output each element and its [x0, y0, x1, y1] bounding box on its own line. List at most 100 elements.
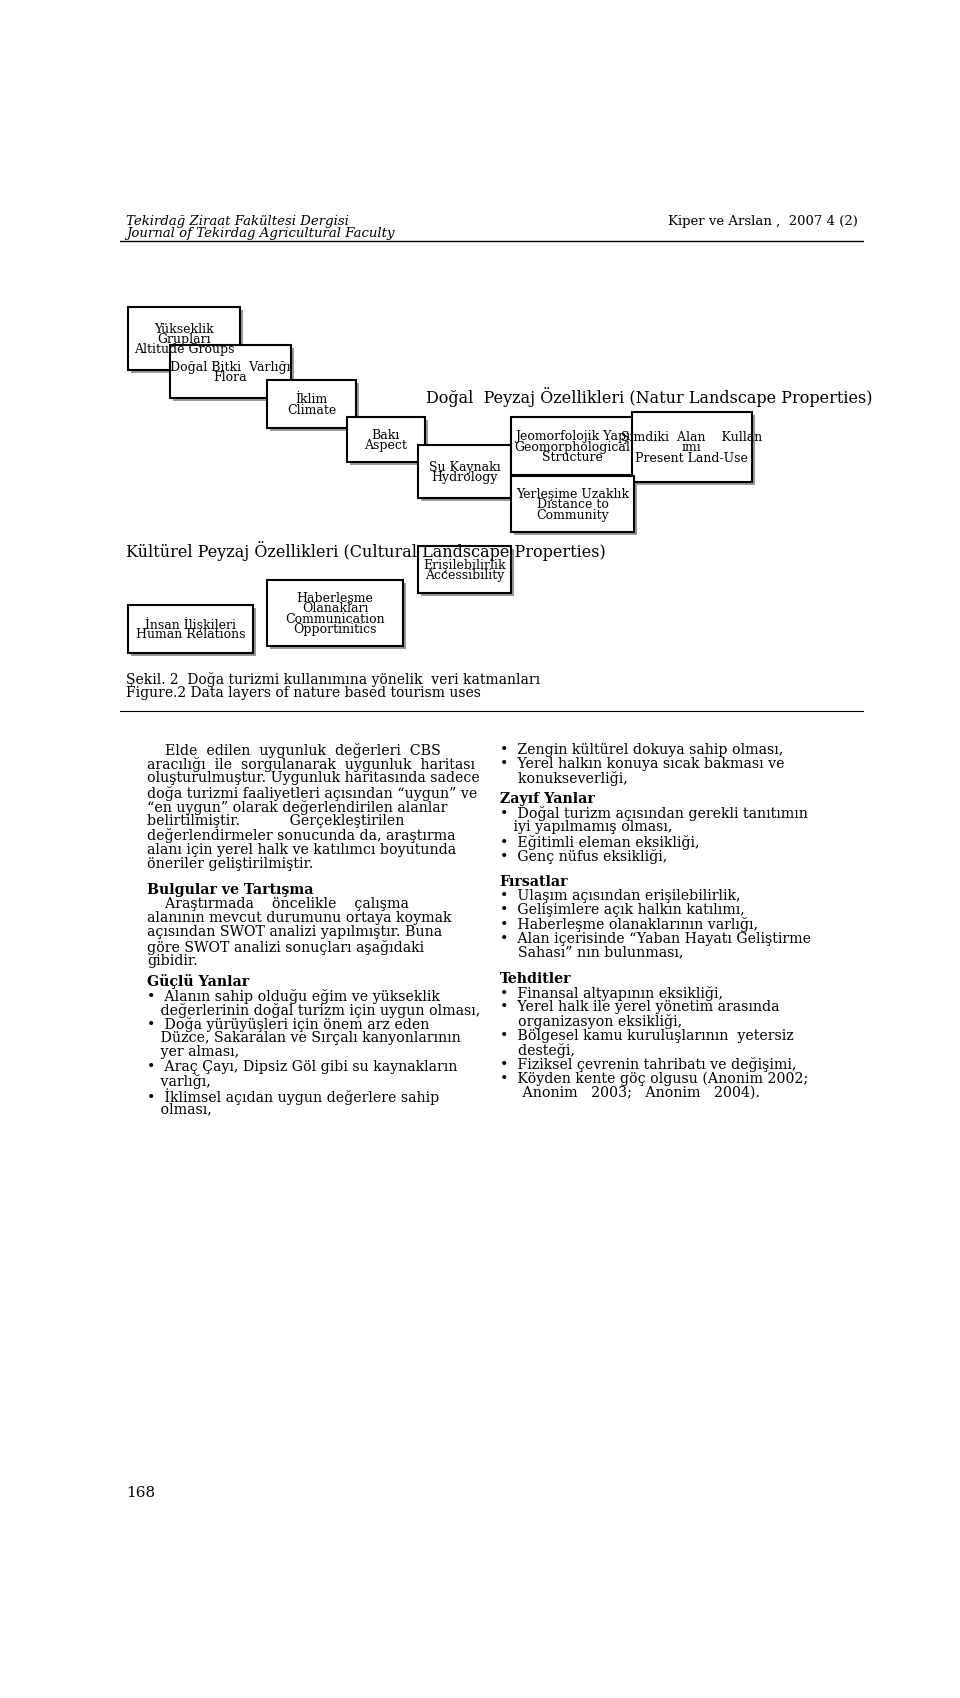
FancyBboxPatch shape [421, 548, 515, 598]
Text: alanının mevcut durumunu ortaya koymak: alanının mevcut durumunu ortaya koymak [147, 910, 451, 925]
Text: Haberleşme: Haberleşme [297, 591, 373, 604]
Text: 168: 168 [126, 1486, 156, 1499]
Text: Yükseklik: Yükseklik [154, 323, 214, 335]
Text: Opportinitics: Opportinitics [294, 623, 377, 635]
Text: Accessibility: Accessibility [425, 569, 505, 582]
Text: Fırsatlar: Fırsatlar [500, 874, 568, 888]
Text: aracılığı  ile  sorgulanarak  uygunluk  haritası: aracılığı ile sorgulanarak uygunluk hari… [147, 757, 475, 771]
Text: •  Fiziksel çevrenin tahribatı ve değişimi,: • Fiziksel çevrenin tahribatı ve değişim… [500, 1056, 796, 1071]
Text: Jeomorfolojik Yapı: Jeomorfolojik Yapı [515, 430, 630, 443]
Text: •  Genç nüfus eksikliği,: • Genç nüfus eksikliği, [500, 849, 667, 863]
Text: •  Alan içerisinde “Yaban Hayatı Geliştirme: • Alan içerisinde “Yaban Hayatı Geliştir… [500, 931, 811, 946]
Text: öneriler geliştirilmiştir.: öneriler geliştirilmiştir. [147, 856, 314, 871]
FancyBboxPatch shape [635, 416, 755, 486]
Text: •  Eğitimli eleman eksikliği,: • Eğitimli eleman eksikliği, [500, 834, 699, 849]
FancyBboxPatch shape [515, 481, 636, 535]
Text: alanı için yerel halk ve katılımcı boyutunda: alanı için yerel halk ve katılımcı boyut… [147, 842, 456, 856]
FancyBboxPatch shape [267, 380, 356, 428]
Text: Düzce, Sakaralan ve Sırçalı kanyonlarının: Düzce, Sakaralan ve Sırçalı kanyonlarını… [147, 1031, 461, 1044]
Text: yer alması,: yer alması, [147, 1044, 239, 1060]
Text: göre SWOT analizi sonuçları aşağıdaki: göre SWOT analizi sonuçları aşağıdaki [147, 939, 424, 954]
Text: Tekirdağ Ziraat Fakültesi Dergisi: Tekirdağ Ziraat Fakültesi Dergisi [126, 214, 349, 228]
Text: Grupları: Grupları [157, 333, 211, 346]
Text: İklim: İklim [296, 392, 328, 406]
Text: “en uygun” olarak değerlendirilen alanlar: “en uygun” olarak değerlendirilen alanla… [147, 800, 447, 815]
Text: Journal of Tekirdag Agricultural Faculty: Journal of Tekirdag Agricultural Faculty [126, 228, 395, 239]
Text: •  Bölgesel kamu kuruluşlarının  yetersiz: • Bölgesel kamu kuruluşlarının yetersiz [500, 1027, 794, 1043]
Text: Doğal  Peyzaj Özellikleri (Natur Landscape Properties): Doğal Peyzaj Özellikleri (Natur Landscap… [426, 387, 873, 408]
FancyBboxPatch shape [421, 450, 515, 501]
Text: •  Finansal altyapının eksikliği,: • Finansal altyapının eksikliği, [500, 985, 723, 1000]
FancyBboxPatch shape [348, 418, 424, 462]
Text: Güçlü Yanlar: Güçlü Yanlar [147, 973, 250, 988]
Text: •  Ulaşım açısından erişilebilirlik,: • Ulaşım açısından erişilebilirlik, [500, 888, 740, 902]
Text: doğa turizmi faaliyetleri açısından “uygun” ve: doğa turizmi faaliyetleri açısından “uyg… [147, 784, 477, 800]
Text: •  Yerel halk ile yerel yönetim arasında: • Yerel halk ile yerel yönetim arasında [500, 1000, 780, 1014]
Text: •  Doğal turizm açısından gerekli tanıtımın: • Doğal turizm açısından gerekli tanıtım… [500, 805, 807, 820]
Text: Bakı: Bakı [372, 428, 400, 441]
FancyBboxPatch shape [419, 547, 512, 594]
Text: Tehditler: Tehditler [500, 971, 571, 985]
Text: organizasyon eksikliği,: organizasyon eksikliği, [500, 1014, 682, 1029]
Text: ımı: ımı [682, 441, 702, 453]
Text: Altitude Groups: Altitude Groups [133, 343, 234, 357]
Text: değerlerinin doğal turizm için uygun olması,: değerlerinin doğal turizm için uygun olm… [147, 1002, 480, 1017]
Text: iyi yapılmamış olması,: iyi yapılmamış olması, [500, 820, 672, 834]
FancyBboxPatch shape [170, 346, 291, 399]
FancyBboxPatch shape [271, 384, 359, 431]
Text: oluşturulmuştur. Uygunluk haritasında sadece: oluşturulmuştur. Uygunluk haritasında sa… [147, 771, 480, 784]
Text: •  İklimsel açıdan uygun değerlere sahip: • İklimsel açıdan uygun değerlere sahip [147, 1088, 440, 1104]
Text: İnsan İlişkileri: İnsan İlişkileri [145, 616, 236, 632]
Text: Anonim   2003;   Anonim   2004).: Anonim 2003; Anonim 2004). [500, 1085, 759, 1099]
FancyBboxPatch shape [131, 608, 256, 655]
Text: Hydrology: Hydrology [432, 470, 498, 484]
Text: olması,: olması, [147, 1102, 212, 1116]
Text: Kültürel Peyzaj Özellikleri (Cultural Landscape Properties): Kültürel Peyzaj Özellikleri (Cultural La… [126, 542, 606, 560]
FancyBboxPatch shape [131, 311, 243, 374]
Text: Structure: Structure [542, 452, 603, 464]
Text: Geomorphological: Geomorphological [515, 440, 631, 453]
Text: •  Yerel halkın konuya sıcak bakması ve: • Yerel halkın konuya sıcak bakması ve [500, 757, 784, 771]
Text: •  Gelişimlere açık halkın katılımı,: • Gelişimlere açık halkın katılımı, [500, 903, 745, 917]
Text: Olanakları: Olanakları [301, 601, 369, 615]
Text: Elde  edilen  uygunluk  değerleri  CBS: Elde edilen uygunluk değerleri CBS [147, 742, 441, 757]
Text: Figure.2 Data layers of nature based tourism uses: Figure.2 Data layers of nature based tou… [126, 686, 481, 700]
FancyBboxPatch shape [632, 413, 752, 482]
Text: Araştırmada    öncelikle    çalışma: Araştırmada öncelikle çalışma [147, 897, 409, 910]
FancyBboxPatch shape [512, 418, 634, 475]
Text: •  Köyden kente göç olgusu (Anonim 2002;: • Köyden kente göç olgusu (Anonim 2002; [500, 1071, 808, 1085]
Text: belirtilmiştir.           Gerçekleştirilen: belirtilmiştir. Gerçekleştirilen [147, 813, 404, 827]
Text: •  Araç Çayı, Dipsiz Göl gibi su kaynakların: • Araç Çayı, Dipsiz Göl gibi su kaynakla… [147, 1060, 458, 1073]
Text: Bulgular ve Tartışma: Bulgular ve Tartışma [147, 883, 314, 897]
FancyBboxPatch shape [515, 421, 636, 479]
Text: •  Zengin kültürel dokuya sahip olması,: • Zengin kültürel dokuya sahip olması, [500, 742, 783, 756]
FancyBboxPatch shape [419, 447, 512, 499]
Text: Communication: Communication [285, 613, 385, 625]
FancyBboxPatch shape [350, 421, 427, 465]
Text: Şekil. 2  Doğa turizmi kullanımına yönelik  veri katmanları: Şekil. 2 Doğa turizmi kullanımına yöneli… [126, 672, 540, 686]
Text: Zayıf Yanlar: Zayıf Yanlar [500, 791, 594, 805]
Text: Sahası” nın bulunması,: Sahası” nın bulunması, [500, 946, 684, 959]
Text: Distance to: Distance to [537, 498, 609, 511]
Text: gibidir.: gibidir. [147, 953, 198, 968]
Text: Kiper ve Arslan ,  2007 4 (2): Kiper ve Arslan , 2007 4 (2) [668, 214, 858, 228]
Text: •  Doğa yürüyüşleri için önem arz eden: • Doğa yürüyüşleri için önem arz eden [147, 1017, 429, 1031]
Text: Erişilebilirlik: Erişilebilirlik [423, 559, 506, 571]
Text: Doğal Bitki  Varlığı: Doğal Bitki Varlığı [170, 360, 291, 374]
Text: açısından SWOT analizi yapılmıştır. Buna: açısından SWOT analizi yapılmıştır. Buna [147, 925, 443, 939]
Text: Present Land-Use: Present Land-Use [636, 452, 748, 465]
Text: desteği,: desteği, [500, 1043, 575, 1058]
FancyBboxPatch shape [128, 307, 240, 370]
Text: konukseverliği,: konukseverliği, [500, 771, 628, 786]
FancyBboxPatch shape [512, 477, 634, 533]
FancyBboxPatch shape [128, 606, 253, 654]
Text: •  Alanın sahip olduğu eğim ve yükseklik: • Alanın sahip olduğu eğim ve yükseklik [147, 988, 440, 1004]
Text: Yerleşime Uzaklık: Yerleşime Uzaklık [516, 487, 629, 501]
Text: Community: Community [537, 508, 609, 521]
Text: Şimdiki  Alan    Kullan: Şimdiki Alan Kullan [621, 431, 762, 443]
Text: Human Relations: Human Relations [135, 628, 245, 642]
Text: Aspect: Aspect [365, 438, 407, 452]
FancyBboxPatch shape [174, 350, 294, 401]
Text: değerlendirmeler sonucunda da, araştırma: değerlendirmeler sonucunda da, araştırma [147, 829, 456, 842]
Text: Flora: Flora [214, 370, 248, 384]
